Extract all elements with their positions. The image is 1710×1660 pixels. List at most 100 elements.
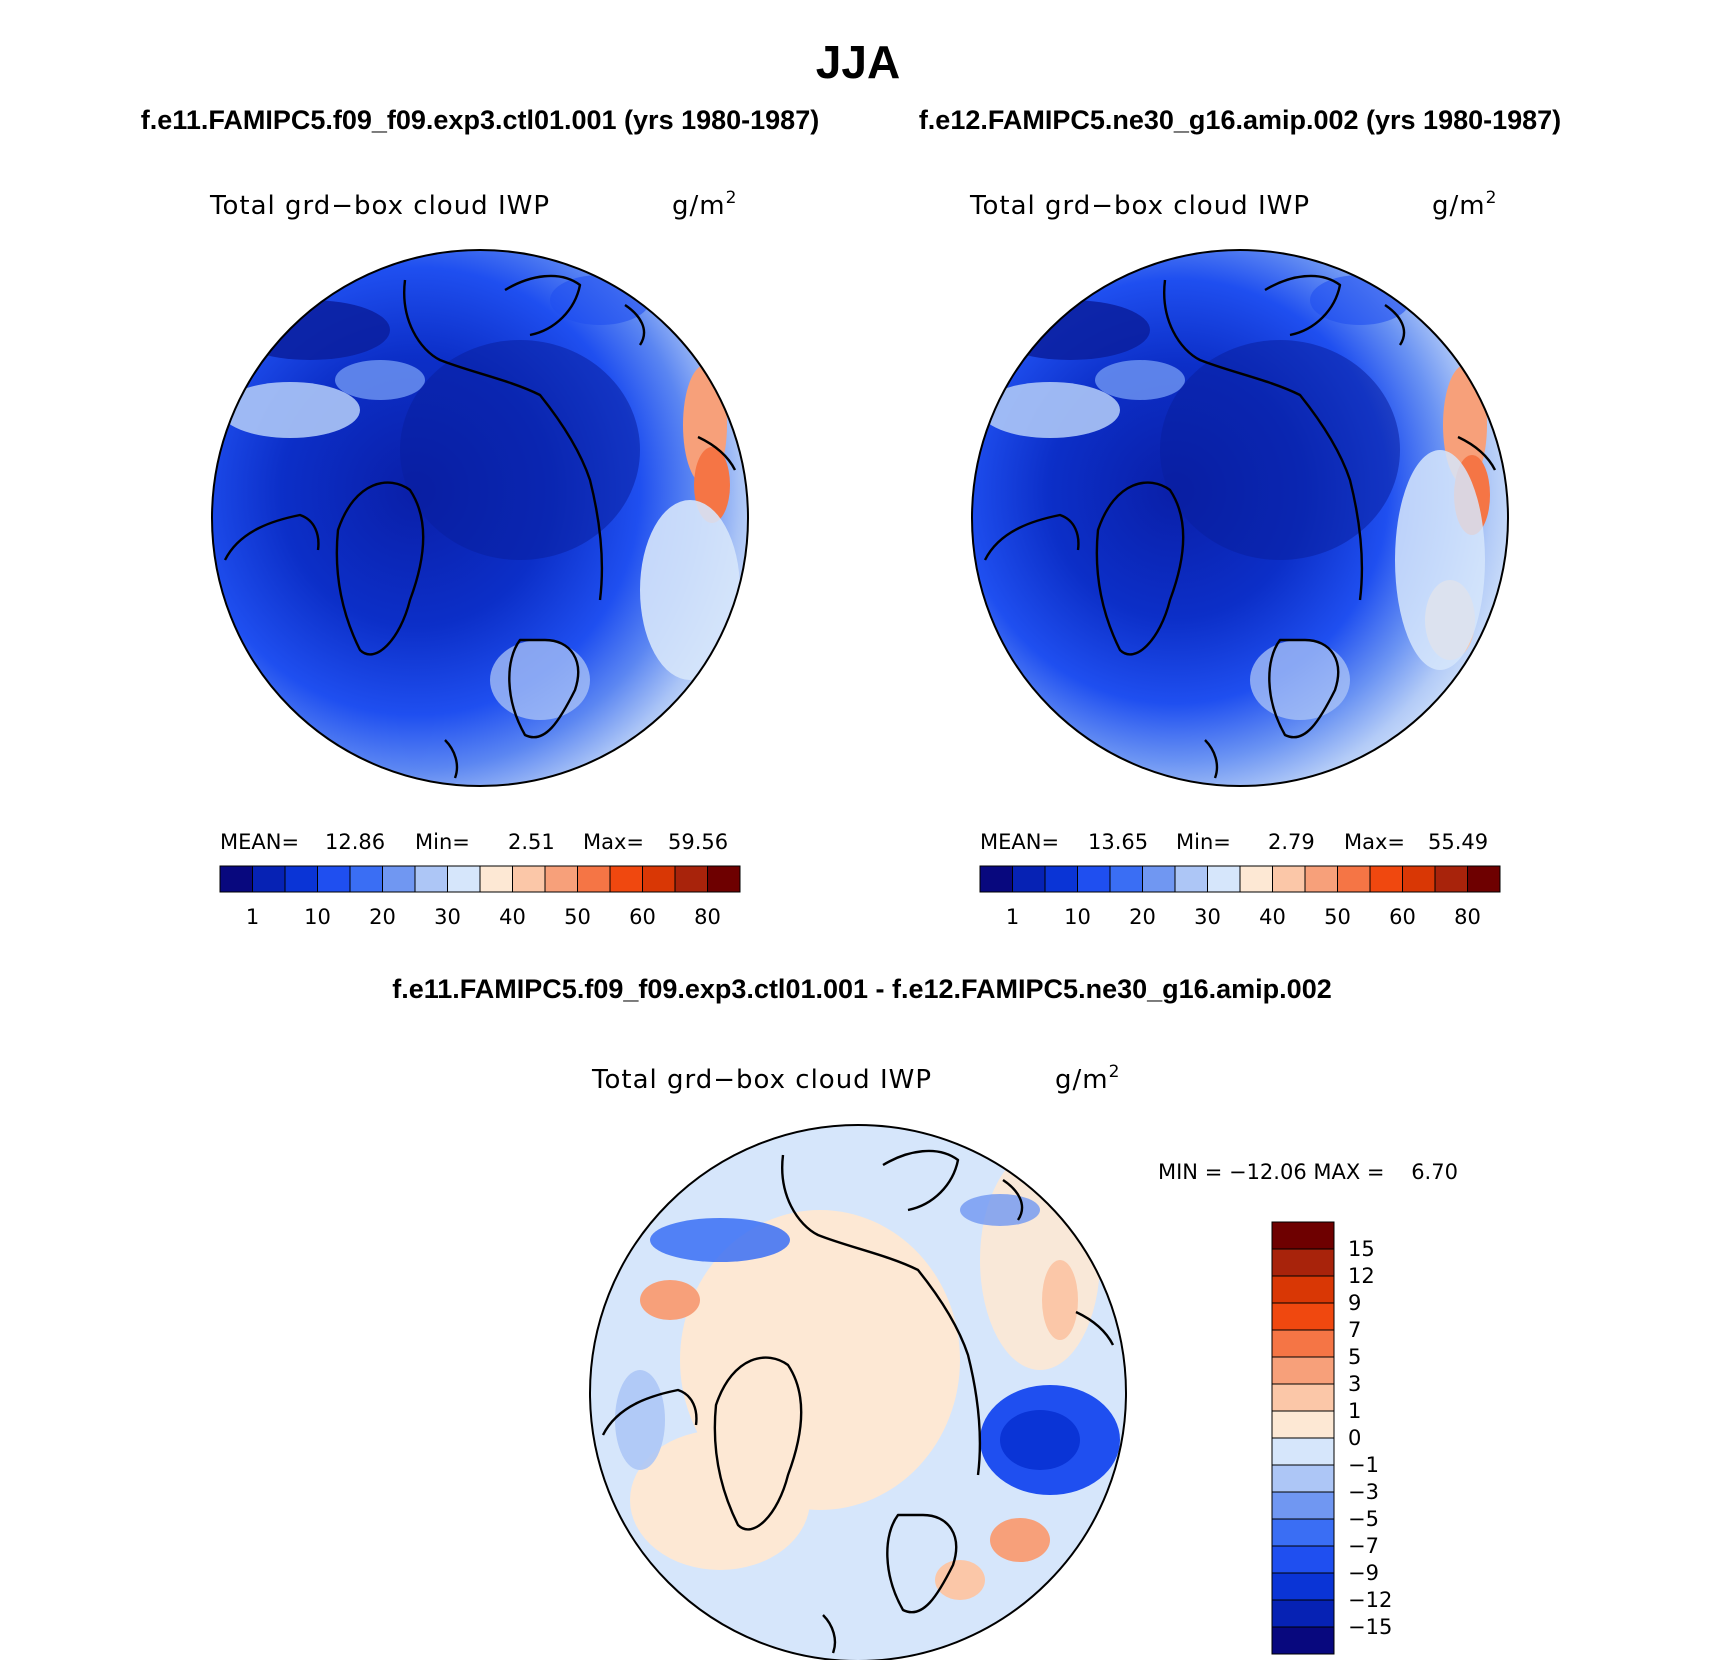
case1-colorbar-swatch: [674, 865, 708, 893]
difference-colorbar-swatch: [1271, 1491, 1335, 1520]
case1-colorbar-swatch: [349, 865, 383, 893]
case2-max-label: Max=: [1344, 830, 1405, 854]
difference-min-max: MIN = −12.06 MAX = 6.70: [1158, 1160, 1458, 1184]
case1-min-label: Min=: [415, 830, 470, 854]
case2-colorbar-tick-label: 1: [1006, 905, 1019, 929]
case1-units: g/m2: [672, 188, 737, 221]
case2-colorbar-tick-label: 50: [1324, 905, 1351, 929]
case2-colorbar-swatch: [1077, 865, 1111, 893]
difference-colorbar-swatch: [1271, 1626, 1335, 1655]
case1-map: [211, 249, 749, 787]
case1-mean-label: MEAN=: [220, 830, 299, 854]
difference-colorbar-swatch: [1271, 1518, 1335, 1547]
difference-colorbar-tick-label: 0: [1348, 1426, 1361, 1450]
case2-colorbar-swatch: [1207, 865, 1241, 893]
case1-colorbar-tick-label: 40: [499, 905, 526, 929]
case2-colorbar: 1 10 20 30 40 50 60 80: [979, 865, 1501, 929]
difference-colorbar-tick-label: 1: [1348, 1399, 1361, 1423]
difference-colorbar-tick-label: 15: [1348, 1237, 1375, 1261]
difference-colorbar-swatch: [1271, 1302, 1335, 1331]
case1-min-value: 2.51: [508, 830, 555, 854]
difference-colorbar-tick-label: 9: [1348, 1291, 1361, 1315]
difference-colorbar-swatch: [1271, 1464, 1335, 1493]
case2-colorbar-swatch: [1402, 865, 1436, 893]
case1-colorbar-swatch: [284, 865, 318, 893]
case2-colorbar-swatch: [1142, 865, 1176, 893]
case2-stats: MEAN= 13.65 Min= 2.79 Max= 55.49: [980, 830, 1488, 854]
case2-colorbar-tick-label: 20: [1129, 905, 1156, 929]
case2-min-value: 2.79: [1268, 830, 1315, 854]
case2-mean-label: MEAN=: [980, 830, 1059, 854]
case2-max-value: 55.49: [1428, 830, 1488, 854]
difference-colorbar-swatch: [1271, 1545, 1335, 1574]
case2-colorbar-swatch: [1239, 865, 1273, 893]
case1-mean-value: 12.86: [325, 830, 385, 854]
case2-colorbar-tick-label: 10: [1064, 905, 1091, 929]
case2-units: g/m2: [1432, 188, 1497, 221]
difference-colorbar-swatch: [1271, 1356, 1335, 1385]
panel-case2: f.e12.FAMIPC5.ne30_g16.amip.002 (yrs 198…: [919, 105, 1561, 929]
panel-difference: f.e11.FAMIPC5.f09_f09.exp3.ctl01.001 - f…: [392, 974, 1458, 1660]
figure-title: JJA: [816, 36, 900, 88]
case1-colorbar-swatch: [382, 865, 416, 893]
case2-colorbar-swatch: [1012, 865, 1046, 893]
difference-units: g/m2: [1055, 1062, 1120, 1095]
case1-colorbar-tick-label: 30: [434, 905, 461, 929]
difference-colorbar-tick-label: 3: [1348, 1372, 1361, 1396]
case1-coastlines: [223, 274, 737, 779]
difference-title: f.e11.FAMIPC5.f09_f09.exp3.ctl01.001 - f…: [392, 974, 1331, 1004]
difference-colorbar-tick-label: −1: [1348, 1453, 1379, 1477]
difference-map-border: [589, 1124, 1127, 1660]
case2-colorbar-swatch: [1174, 865, 1208, 893]
difference-colorbar-tick-label: 12: [1348, 1264, 1375, 1288]
case1-colorbar-swatch: [609, 865, 643, 893]
case1-colorbar-tick-label: 20: [369, 905, 396, 929]
difference-colorbar-tick-label: −15: [1348, 1615, 1392, 1639]
case2-min-label: Min=: [1176, 830, 1231, 854]
difference-colorbar-swatch: [1271, 1275, 1335, 1304]
case1-variable-label: Total grd−box cloud IWP: [209, 191, 550, 221]
difference-colorbar: 15 12 9 7 5 3 1 0 −1 −3 −5 −7 −9 −12 −15: [1271, 1221, 1392, 1655]
case2-colorbar-swatch: [1304, 865, 1338, 893]
case1-colorbar-swatch: [252, 865, 286, 893]
difference-colorbar-swatch: [1271, 1221, 1335, 1250]
difference-colorbar-swatch: [1271, 1248, 1335, 1277]
case1-field-features: [220, 275, 740, 720]
case1-colorbar-swatch: [577, 865, 611, 893]
case2-colorbar-tick-label: 60: [1389, 905, 1416, 929]
difference-map: [589, 1124, 1127, 1660]
case1-colorbar-tick-label: 1: [246, 905, 259, 929]
case1-title: f.e11.FAMIPC5.f09_f09.exp3.ctl01.001 (yr…: [141, 105, 819, 135]
case1-colorbar-tick-label: 50: [564, 905, 591, 929]
case2-colorbar-tick-label: 30: [1194, 905, 1221, 929]
difference-coastlines: [601, 1149, 1115, 1654]
case1-colorbar-tick-label: 80: [694, 905, 721, 929]
case2-mean-value: 13.65: [1088, 830, 1148, 854]
case1-colorbar: 1 10 20 30 40 50 60 80: [219, 865, 741, 929]
case1-max-label: Max=: [583, 830, 644, 854]
difference-colorbar-tick-label: −9: [1348, 1561, 1379, 1585]
case2-colorbar-tick-label: 80: [1454, 905, 1481, 929]
case2-colorbar-swatch: [1109, 865, 1143, 893]
case1-colorbar-tick-label: 60: [629, 905, 656, 929]
case2-title: f.e12.FAMIPC5.ne30_g16.amip.002 (yrs 198…: [919, 105, 1561, 135]
case1-colorbar-tick-label: 10: [304, 905, 331, 929]
case2-colorbar-swatch: [1369, 865, 1403, 893]
case2-colorbar-swatch: [979, 865, 1013, 893]
case2-map: [971, 249, 1509, 787]
case2-colorbar-swatch: [1272, 865, 1306, 893]
difference-colorbar-tick-label: 7: [1348, 1318, 1361, 1342]
case2-map-border: [971, 249, 1509, 787]
case2-colorbar-swatch: [1467, 865, 1501, 893]
case1-colorbar-swatch: [414, 865, 448, 893]
case2-colorbar-tick-label: 40: [1259, 905, 1286, 929]
case1-colorbar-swatch: [447, 865, 481, 893]
difference-colorbar-swatch: [1271, 1599, 1335, 1628]
difference-colorbar-swatch: [1271, 1572, 1335, 1601]
difference-colorbar-swatch: [1271, 1329, 1335, 1358]
case1-colorbar-swatch: [317, 865, 351, 893]
case1-colorbar-swatch: [512, 865, 546, 893]
case2-coastlines: [983, 274, 1497, 779]
difference-colorbar-swatch: [1271, 1383, 1335, 1412]
